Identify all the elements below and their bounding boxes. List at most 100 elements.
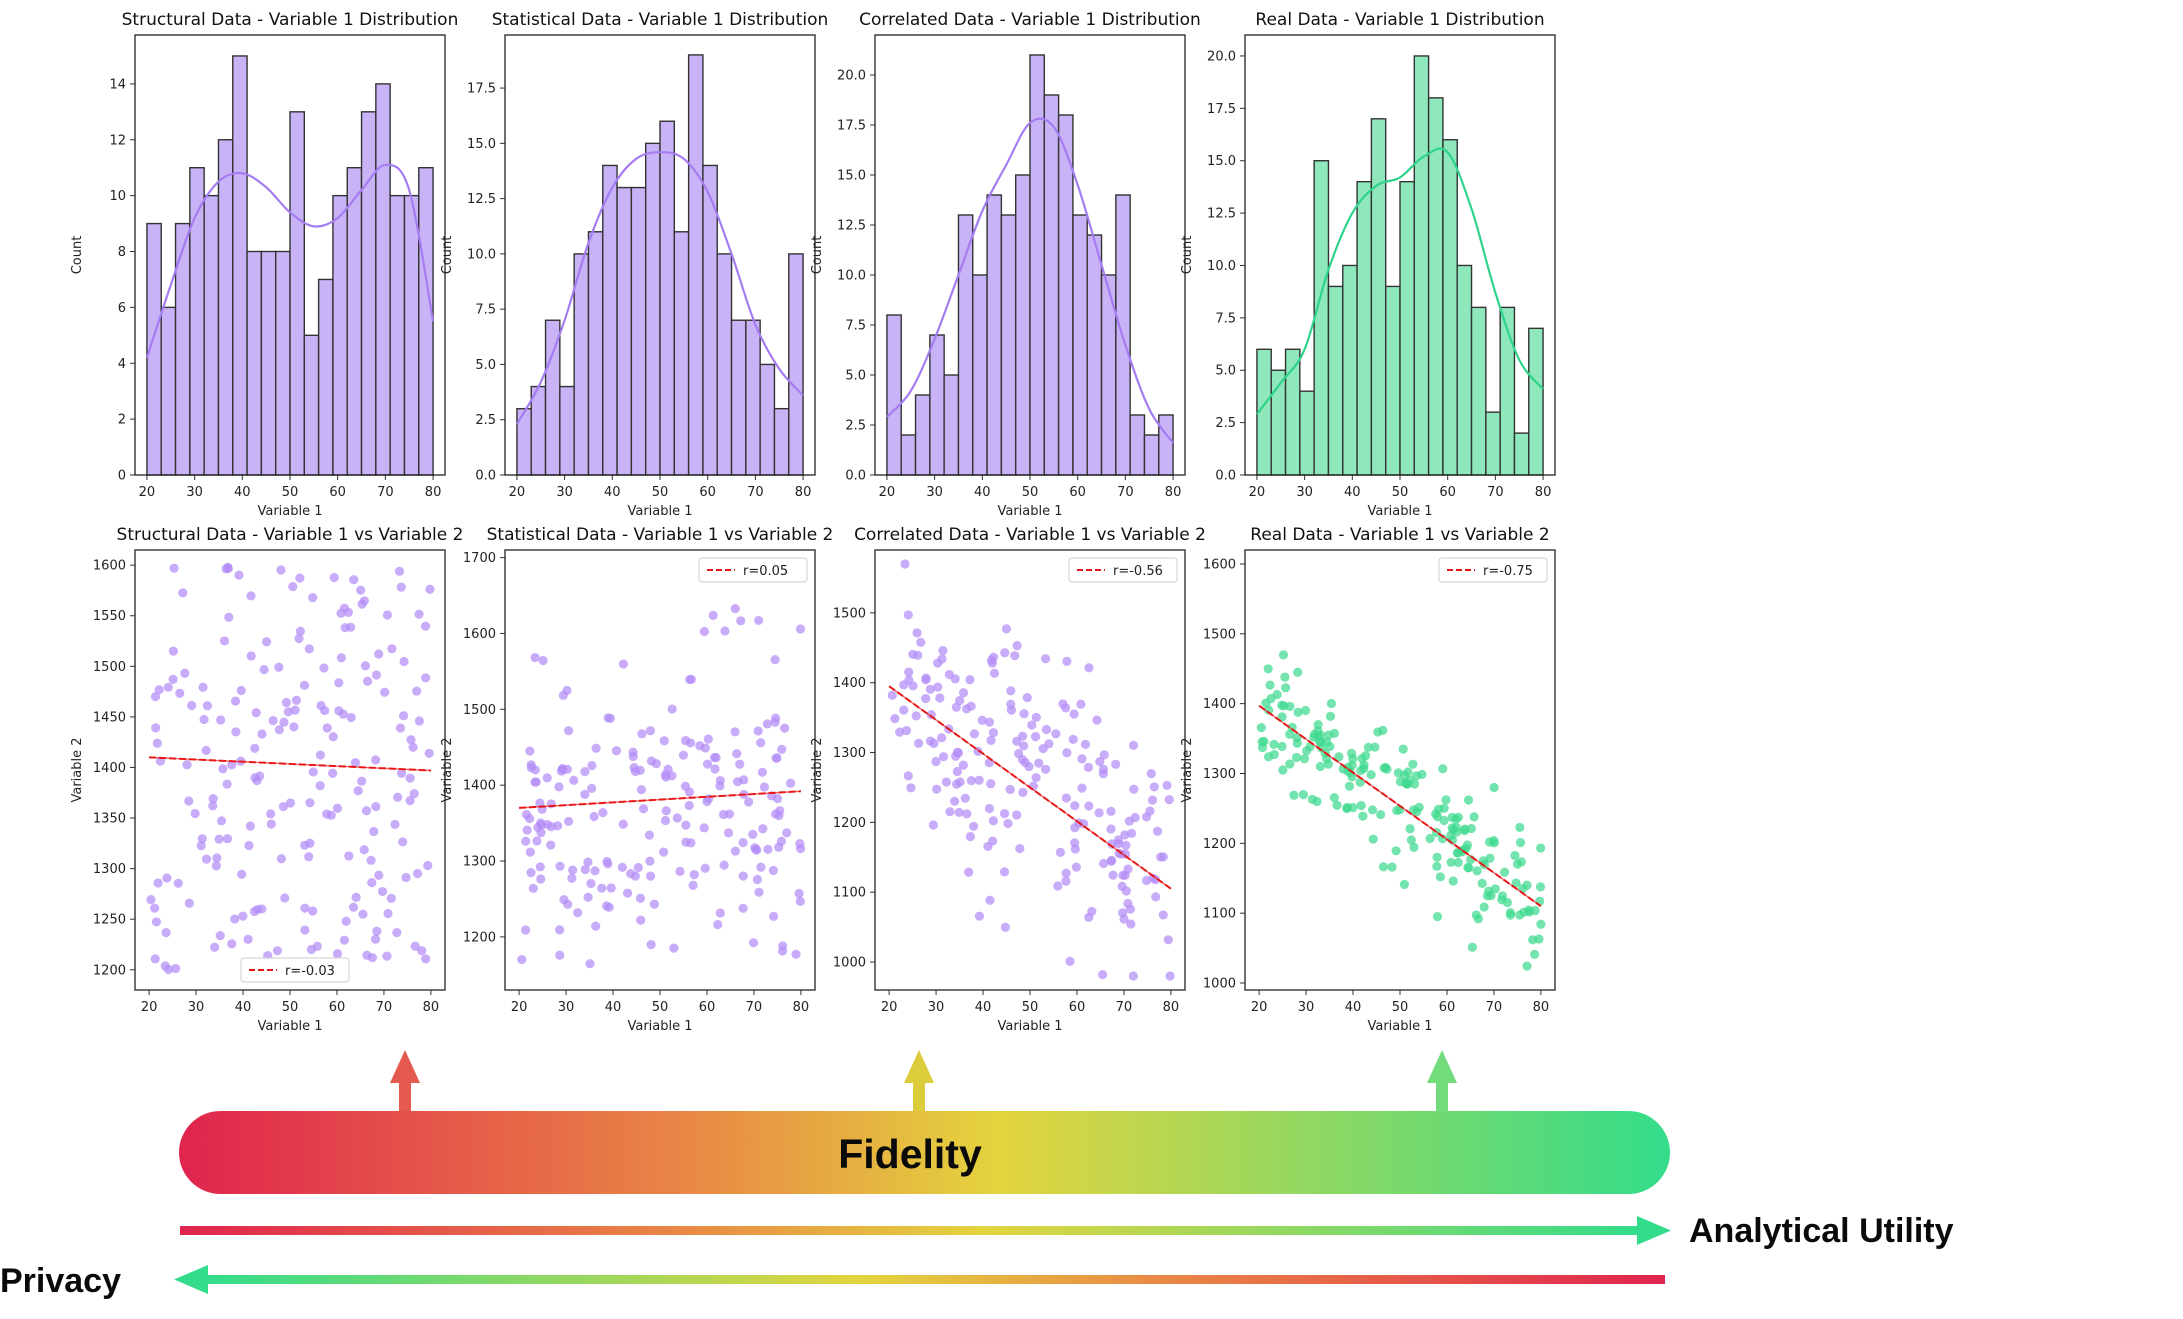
scatter-point <box>1277 712 1287 722</box>
y-tick-label: 5.0 <box>845 369 866 384</box>
x-tick-label: 20 <box>1251 1000 1268 1015</box>
scatter-point <box>1356 800 1366 811</box>
y-tick-label: 1400 <box>463 779 496 794</box>
scatter-point <box>1000 648 1010 658</box>
scatter-point <box>246 651 256 661</box>
scatter-point <box>358 909 368 919</box>
fidelity-scale: Fidelity Analytical Utility Privacy <box>0 1050 1954 1300</box>
scatter-point <box>405 796 415 806</box>
x-tick-label: 50 <box>282 1000 299 1015</box>
histogram-bar <box>687 54 704 476</box>
scatter-point <box>197 834 207 844</box>
scatter-point <box>423 860 433 871</box>
scatter-point <box>715 775 725 786</box>
scatter-point <box>182 760 192 770</box>
x-axis-label: Variable 1 <box>997 504 1062 519</box>
scatter-point <box>763 844 773 855</box>
y-tick-label: 1450 <box>93 710 126 725</box>
x-tick-label: 40 <box>1345 1000 1362 1015</box>
scatter-point <box>1439 815 1449 826</box>
histogram-bar <box>1427 97 1444 476</box>
y-tick-label: 4 <box>118 357 126 372</box>
scatter-point <box>1489 782 1499 793</box>
scatter-point <box>1070 844 1080 854</box>
scatter-point <box>1107 839 1117 849</box>
scatter-point <box>952 766 962 777</box>
y-tick-label: 7.5 <box>1215 311 1236 326</box>
scatter-point <box>546 840 556 850</box>
scatter-point <box>1467 942 1477 952</box>
scatter-point <box>938 752 949 762</box>
scatter-point <box>1156 852 1166 862</box>
scatter-point <box>1392 805 1402 816</box>
scatter-point <box>1293 667 1303 677</box>
chart-title: Structural Data - Variable 1 Distributio… <box>122 10 459 30</box>
scatter-point <box>921 675 931 685</box>
scatter-point <box>782 828 792 838</box>
scatter-point <box>703 734 713 744</box>
scatter-point <box>1451 822 1461 832</box>
legend-label: r=-0.56 <box>1113 564 1163 579</box>
scatter-point <box>591 743 601 753</box>
scatter-point <box>660 815 671 826</box>
scatter-point <box>762 719 772 729</box>
scatter-point <box>201 854 212 864</box>
scatter-point <box>367 878 377 888</box>
scatter-point <box>1359 760 1369 770</box>
scatter-point <box>1471 910 1481 920</box>
scatter-point <box>1393 768 1403 778</box>
scatter-point <box>1510 850 1520 861</box>
histogram-bar <box>530 385 547 476</box>
scatter-point <box>274 725 284 735</box>
histogram-bar <box>232 55 248 476</box>
scatter-point <box>961 704 972 714</box>
scatter-point <box>227 760 237 770</box>
histogram-bar <box>1057 114 1074 476</box>
scatter-point <box>1111 759 1121 769</box>
scatter-point <box>530 765 540 775</box>
scatter-point <box>777 744 787 754</box>
scatter-point <box>945 807 955 817</box>
scatter-point <box>425 584 435 594</box>
scatter-point <box>208 794 218 804</box>
scatter-point <box>752 874 763 885</box>
hist-statistical: Statistical Data - Variable 1 Distributi… <box>440 10 828 519</box>
scatter-point <box>988 728 999 738</box>
scatter-point <box>294 633 304 644</box>
scatter-point <box>1380 762 1391 773</box>
scatter-point <box>532 836 542 846</box>
scatter-point <box>328 732 338 742</box>
scatter-point <box>589 811 599 822</box>
scatter-point <box>542 773 552 783</box>
scatter-point <box>689 870 699 880</box>
scatter-point <box>340 623 350 633</box>
scatter-point <box>1061 793 1071 803</box>
scatter-point <box>525 746 535 756</box>
x-tick-label: 20 <box>141 1000 158 1015</box>
scatter-point <box>366 855 376 865</box>
scatter-point <box>715 908 725 918</box>
scatter-point <box>338 709 348 719</box>
scatter-point <box>675 866 685 876</box>
scatter-point <box>659 847 669 857</box>
x-tick-label: 40 <box>604 485 621 500</box>
x-axis-label: Variable 1 <box>627 1019 692 1034</box>
scatter-point <box>1482 891 1493 901</box>
scatter-point <box>420 621 431 631</box>
x-axis-label: Variable 1 <box>257 504 322 519</box>
scatter-point <box>965 675 975 685</box>
scatter-point <box>1536 843 1546 853</box>
scatter-point <box>986 655 996 665</box>
scatter-point <box>1367 805 1378 815</box>
scatter-point <box>371 755 381 765</box>
scatter-point <box>748 938 759 948</box>
plot-frame <box>134 34 446 476</box>
x-tick-label: 30 <box>1298 1000 1315 1015</box>
scatter-point <box>685 674 695 685</box>
scatter-point <box>380 687 390 697</box>
scatter-point <box>1055 847 1066 857</box>
scatter-point <box>421 954 431 964</box>
histogram-bar <box>1043 94 1060 476</box>
scatter-point <box>563 899 573 909</box>
scatter-point <box>259 664 269 675</box>
